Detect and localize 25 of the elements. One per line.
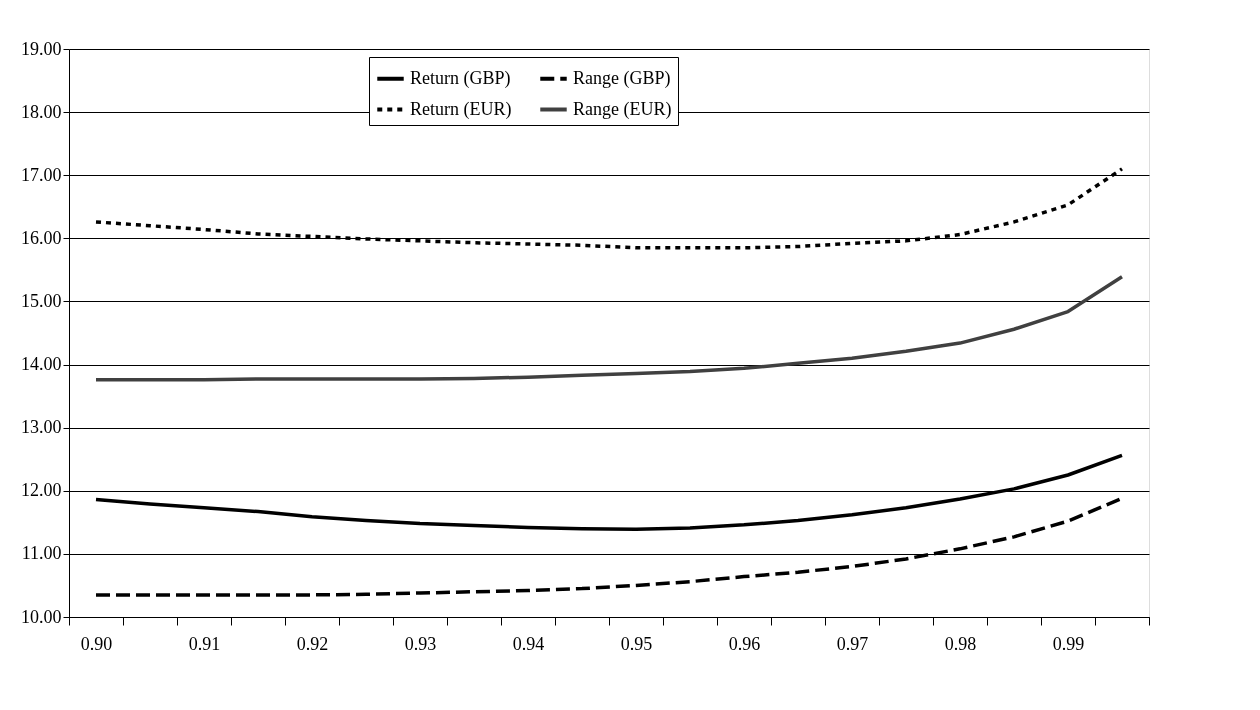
x-tick-label: 0.99 [1052, 633, 1085, 654]
y-tick-label: 17.00 [21, 164, 62, 185]
y-tick-label: 13.00 [21, 417, 62, 438]
legend-label: Return (EUR) [410, 98, 512, 120]
y-tick-label: 15.00 [21, 290, 62, 311]
x-tick-label: 0.96 [728, 633, 761, 654]
x-tick-label: 0.92 [296, 633, 329, 654]
x-tick-label: 0.94 [512, 633, 545, 654]
legend-label: Range (GBP) [573, 67, 671, 89]
x-tick-label: 0.95 [620, 633, 653, 654]
x-tick-label: 0.90 [80, 633, 113, 654]
line-series [94, 275, 1124, 382]
y-tick-label: 18.00 [21, 101, 62, 122]
x-tick-label: 0.98 [944, 633, 977, 654]
legend-label: Return (GBP) [410, 67, 511, 89]
y-tick-label: 14.00 [21, 354, 62, 375]
x-tick-label: 0.97 [836, 633, 869, 654]
legend-label: Range (EUR) [573, 98, 672, 120]
y-tick-label: 12.00 [21, 480, 62, 501]
x-tick-label: 0.93 [404, 633, 437, 654]
y-tick-label: 10.00 [21, 606, 62, 627]
y-tick-label: 19.00 [21, 38, 62, 59]
y-tick-label: 11.00 [21, 543, 62, 564]
x-tick-label: 0.91 [188, 633, 221, 654]
y-tick-label: 16.00 [21, 227, 62, 248]
